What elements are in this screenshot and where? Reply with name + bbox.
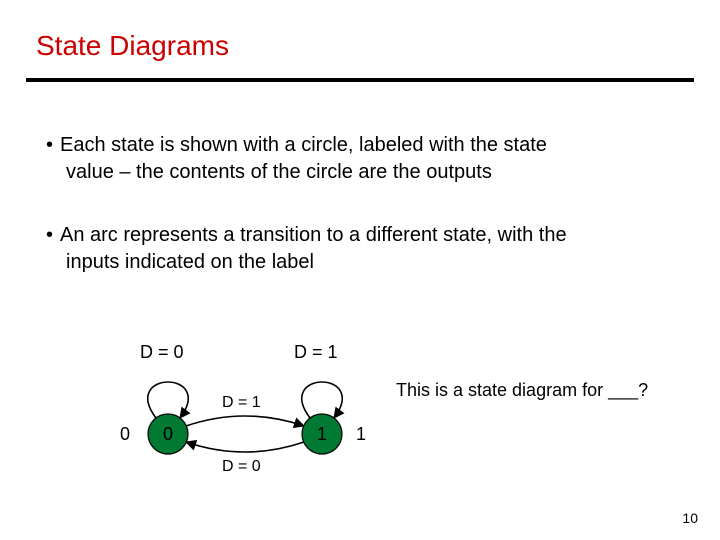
bullet-2-line1: An arc represents a transition to a diff… (60, 224, 567, 246)
question-text: This is a state diagram for ___? (396, 380, 648, 401)
state-node-0-label: 0 (163, 424, 173, 444)
bullet-dot-icon: • (46, 132, 60, 159)
page-number: 10 (682, 510, 698, 526)
bullet-dot-icon: • (46, 222, 60, 249)
edge-1-to-0 (186, 442, 304, 452)
self-loop-0-label: D = 0 (140, 342, 184, 363)
bullet-1: •Each state is shown with a circle, labe… (46, 132, 680, 159)
bullet-1-line2: value – the contents of the circle are t… (66, 159, 680, 186)
edge-0-to-1 (186, 416, 304, 426)
self-loop-1 (302, 382, 342, 418)
state-node-1 (302, 414, 342, 454)
state-node-1-label: 1 (317, 424, 327, 444)
state-0-outside-label: 0 (120, 424, 130, 445)
self-loop-0 (148, 382, 188, 418)
slide-title: State Diagrams (36, 30, 229, 62)
title-underline (26, 78, 694, 82)
bullet-2-line2: inputs indicated on the label (66, 249, 680, 276)
bullet-2: •An arc represents a transition to a dif… (46, 222, 680, 249)
edge-01-label: D = 1 (222, 394, 261, 412)
state-node-0 (148, 414, 188, 454)
state-1-outside-label: 1 (356, 424, 366, 445)
self-loop-1-label: D = 1 (294, 342, 338, 363)
edge-10-label: D = 0 (222, 458, 261, 476)
bullet-1-line1: Each state is shown with a circle, label… (60, 134, 547, 156)
